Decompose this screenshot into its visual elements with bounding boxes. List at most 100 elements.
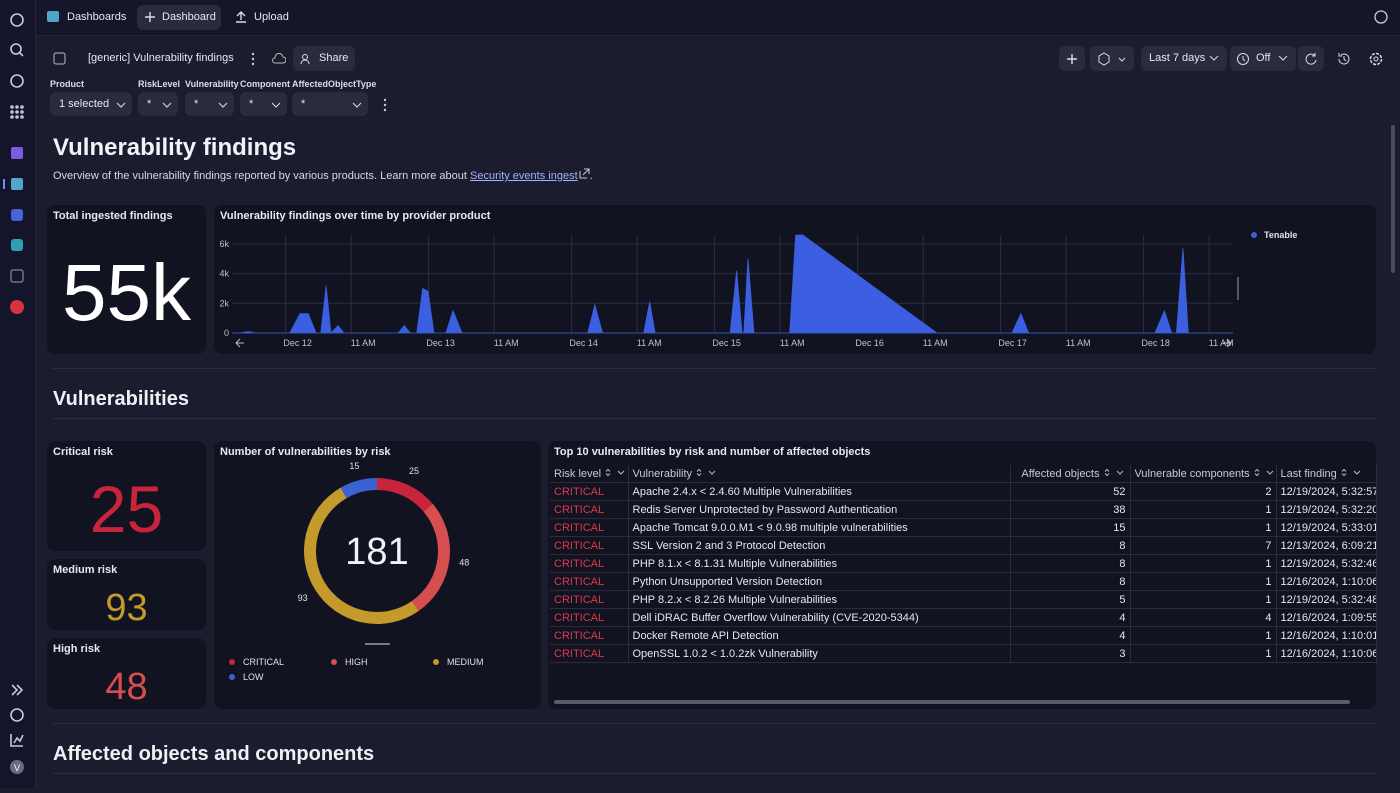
problems-icon[interactable] xyxy=(10,300,24,314)
table-cell: 5 xyxy=(1010,591,1130,609)
table-cell: CRITICAL xyxy=(550,483,628,501)
kpi-value: 48 xyxy=(47,666,206,709)
column-header: Affected objects xyxy=(1010,465,1130,483)
logo[interactable] xyxy=(11,14,23,26)
chevron-path xyxy=(163,103,171,107)
expand-icon[interactable] xyxy=(12,685,22,695)
filter-label: Product xyxy=(50,79,84,89)
menu-icon[interactable] xyxy=(249,52,257,66)
timeframe-label[interactable]: Last 7 days xyxy=(1149,52,1205,64)
column-header: Vulnerable components xyxy=(1130,465,1276,483)
filter-value: 1 selected xyxy=(59,98,109,110)
app-icon[interactable] xyxy=(11,270,23,282)
table-cell: OpenSSL 1.0.2 < 1.0.2zk Vulnerability xyxy=(628,645,1010,663)
link[interactable]: Security events ingest xyxy=(470,170,578,182)
table: Risk levelVulnerabilityAffected objectsV… xyxy=(550,465,1377,663)
tile-title: Number of vulnerabilities by risk xyxy=(220,446,391,458)
table-row: CRITICALRedis Server Unprotected by Pass… xyxy=(550,501,1376,519)
refresh-interval-label[interactable]: Off xyxy=(1256,52,1270,64)
sort-icon[interactable] xyxy=(1254,468,1276,477)
scrollbar[interactable] xyxy=(1391,125,1397,275)
table-cell: CRITICAL xyxy=(550,609,628,627)
table-cell: 2 xyxy=(1130,483,1276,501)
chevron-path xyxy=(272,103,280,107)
table-cell: 12/19/2024, 5:32:20 xyxy=(1276,501,1376,519)
table-cell: 12/19/2024, 5:32:46 xyxy=(1276,555,1376,573)
sort-icon[interactable] xyxy=(696,468,718,477)
dashboard-icon[interactable] xyxy=(53,52,67,66)
table-row: CRITICALOpenSSL 1.0.2 < 1.0.2zk Vulnerab… xyxy=(550,645,1376,663)
separator xyxy=(53,368,1376,369)
dashboards-icon[interactable] xyxy=(11,178,23,190)
clock-icon xyxy=(1236,52,1250,66)
table-cell: CRITICAL xyxy=(550,591,628,609)
chart-icon[interactable] xyxy=(11,734,23,746)
ai-icon[interactable] xyxy=(11,75,23,87)
table-cell: CRITICAL xyxy=(550,519,628,537)
app-icon[interactable] xyxy=(11,239,23,251)
search-icon[interactable] xyxy=(11,44,21,54)
filter-value: * xyxy=(194,98,198,110)
help-icon[interactable] xyxy=(1374,10,1388,24)
chevron xyxy=(162,100,172,110)
table-cell: 1 xyxy=(1130,501,1276,519)
sidebar: V xyxy=(0,0,36,788)
sort-icon[interactable] xyxy=(1104,468,1126,477)
filter-dropdown[interactable]: * xyxy=(138,92,178,116)
description-text: Overview of the vulnerability findings r… xyxy=(53,170,467,182)
table-cell: 12/19/2024, 5:32:48 xyxy=(1276,591,1376,609)
settings-icon[interactable] xyxy=(1368,51,1384,67)
filter-value: * xyxy=(301,98,305,110)
tab[interactable]: Dashboard xyxy=(162,11,216,23)
chevron xyxy=(218,100,228,110)
tile-title: Total ingested findings xyxy=(53,210,173,222)
sort-arrows xyxy=(1105,469,1123,475)
tile-title: High risk xyxy=(53,643,100,655)
tile-title: Medium risk xyxy=(53,564,117,576)
table-row: CRITICALPython Unsupported Version Detec… xyxy=(550,573,1376,591)
table-row: CRITICALApache Tomcat 9.0.0.M1 < 9.0.98 … xyxy=(550,519,1376,537)
table-cell: Python Unsupported Version Detection xyxy=(628,573,1010,591)
table-row: CRITICALPHP 8.2.x < 8.2.26 Multiple Vuln… xyxy=(550,591,1376,609)
tab[interactable]: Dashboards xyxy=(67,11,126,23)
sidebar-icons: V xyxy=(0,0,35,788)
column-header-text: Affected objects xyxy=(1021,468,1099,480)
filter-label: RiskLevel xyxy=(138,79,180,89)
chevron-path xyxy=(353,103,361,107)
table-cell: Apache 2.4.x < 2.4.60 Multiple Vulnerabi… xyxy=(628,483,1010,501)
filter-dropdown[interactable]: * xyxy=(185,92,234,116)
table-cell: 12/19/2024, 5:33:01 xyxy=(1276,519,1376,537)
menu-icon[interactable] xyxy=(381,98,389,112)
share-label[interactable]: Share xyxy=(319,52,348,64)
chevron xyxy=(116,100,126,110)
history-icon[interactable] xyxy=(1336,51,1352,67)
kpi-tile: High risk 48 xyxy=(47,638,206,709)
table-cell: 12/16/2024, 1:10:01 xyxy=(1276,627,1376,645)
table-cell: Docker Remote API Detection xyxy=(628,627,1010,645)
table-cell: CRITICAL xyxy=(550,501,628,519)
filter-dropdown[interactable]: * xyxy=(292,92,368,116)
table-cell: CRITICAL xyxy=(550,537,628,555)
table-cell: SSL Version 2 and 3 Protocol Detection xyxy=(628,537,1010,555)
table-cell: Dell iDRAC Buffer Overflow Vulnerability… xyxy=(628,609,1010,627)
external-link-icon xyxy=(578,168,590,179)
tab[interactable]: Upload xyxy=(254,11,289,23)
table-cell: CRITICAL xyxy=(550,555,628,573)
chevron xyxy=(1209,53,1219,63)
sort-icon[interactable] xyxy=(1341,468,1363,477)
app-icon[interactable] xyxy=(11,209,23,221)
app-icon[interactable] xyxy=(11,147,23,159)
filter-dropdown[interactable]: 1 selected xyxy=(50,92,132,116)
h-scrollbar[interactable] xyxy=(554,700,1350,704)
kpi-value: 25 xyxy=(47,471,206,547)
sort-icon[interactable] xyxy=(605,468,627,477)
filter-dropdown[interactable]: * xyxy=(240,92,287,116)
apps-icon[interactable] xyxy=(11,106,23,118)
table-cell: 12/13/2024, 6:09:21 xyxy=(1276,537,1376,555)
table-row: CRITICALDell iDRAC Buffer Overflow Vulne… xyxy=(550,609,1376,627)
table-cell: 1 xyxy=(1130,591,1276,609)
table-tile: Top 10 vulnerabilities by risk and numbe… xyxy=(548,441,1376,709)
column-header: Last finding xyxy=(1276,465,1376,483)
help-icon[interactable] xyxy=(11,709,23,721)
